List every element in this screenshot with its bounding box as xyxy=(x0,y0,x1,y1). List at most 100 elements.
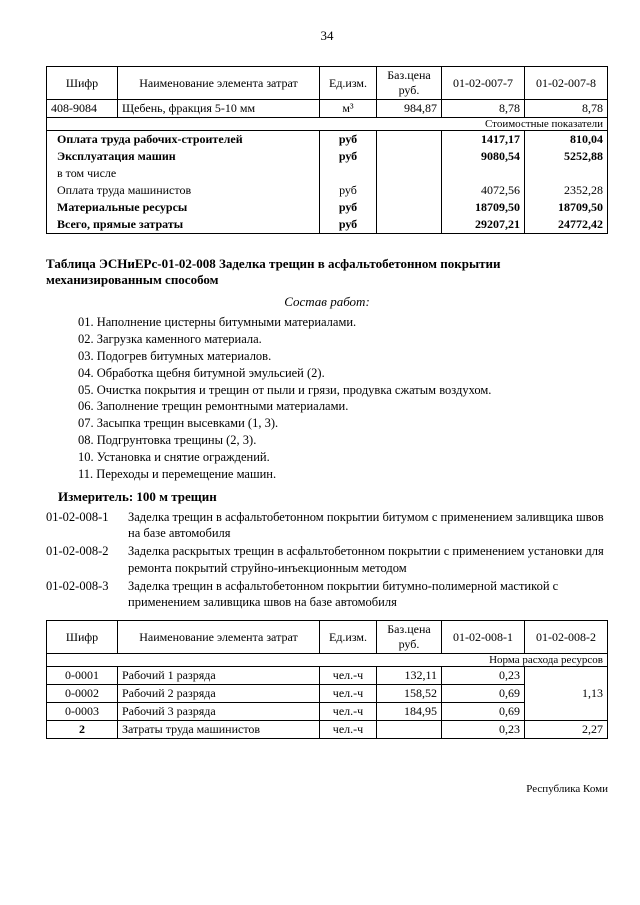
cell: 9080,54 xyxy=(442,148,525,165)
cell: руб xyxy=(320,131,377,149)
item-text: Заделка трещин в асфальтобетонном покрыт… xyxy=(128,578,608,611)
list-item: 01-02-008-2Заделка раскрытых трещин в ас… xyxy=(46,543,608,576)
work-composition-title: Состав работ: xyxy=(46,294,608,310)
cell: Рабочий 2 разряда xyxy=(118,685,320,703)
work-item: 01. Наполнение цистерны битумными матери… xyxy=(78,314,608,331)
cell: 0,69 xyxy=(442,685,525,703)
cell: Материальные ресурсы xyxy=(47,199,320,216)
cell: Всего, прямые затраты xyxy=(47,216,320,234)
table-row: Оплата труда рабочих-строителей руб 1417… xyxy=(47,131,608,149)
work-item: 08. Подгрунтовка трещины (2, 3). xyxy=(78,432,608,449)
t1-h3: Баз.цена руб. xyxy=(377,67,442,100)
cell: чел.-ч xyxy=(320,721,377,739)
table-row: Оплата труда машинистов руб 4072,56 2352… xyxy=(47,182,608,199)
cell: 984,87 xyxy=(377,100,442,118)
t1-h4: 01-02-007-7 xyxy=(442,67,525,100)
cell: 0-0002 xyxy=(47,685,118,703)
item-list: 01-02-008-1Заделка трещин в асфальтобето… xyxy=(46,509,608,611)
cell xyxy=(525,165,608,182)
section-title-line2: механизированным способом xyxy=(46,272,219,287)
item-code: 01-02-008-3 xyxy=(46,578,128,611)
cell: чел.-ч xyxy=(320,667,377,685)
work-item: 10. Установка и снятие ограждений. xyxy=(78,449,608,466)
cell xyxy=(442,165,525,182)
cell: 1417,17 xyxy=(442,131,525,149)
cell: 158,52 xyxy=(377,685,442,703)
cell: 0,23 xyxy=(442,721,525,739)
item-code: 01-02-008-2 xyxy=(46,543,128,576)
list-item: 01-02-008-3Заделка трещин в асфальтобето… xyxy=(46,578,608,611)
cell: Оплата труда машинистов xyxy=(47,182,320,199)
t2-h2: Ед.изм. xyxy=(320,621,377,654)
cell: руб xyxy=(320,148,377,165)
t2-h1: Наименование элемента затрат xyxy=(118,621,320,654)
subheader: Норма расхода ресурсов xyxy=(442,654,608,667)
section-title-line1: Таблица ЭСНиЕРс-01-02-008 Заделка трещин… xyxy=(46,256,501,271)
work-item: 11. Переходы и перемещение машин. xyxy=(78,466,608,483)
cell: 0,69 xyxy=(442,703,525,721)
cell xyxy=(377,148,442,165)
cell: в том числе xyxy=(47,165,320,182)
table-row: Эксплуатация машин руб 9080,54 5252,88 xyxy=(47,148,608,165)
page-number: 34 xyxy=(46,28,608,44)
item-code: 01-02-008-1 xyxy=(46,509,128,542)
t2-h3: Баз.цена руб. xyxy=(377,621,442,654)
cell xyxy=(320,165,377,182)
item-text: Заделка раскрытых трещин в асфальтобетон… xyxy=(128,543,608,576)
measure-label: Измеритель: 100 м трещин xyxy=(46,489,608,505)
table-row: Всего, прямые затраты руб 29207,21 24772… xyxy=(47,216,608,234)
table-subheader-row: Норма расхода ресурсов xyxy=(47,654,608,667)
cell: 29207,21 xyxy=(442,216,525,234)
table-row: 408-9084 Щебень, фракция 5-10 мм м³ 984,… xyxy=(47,100,608,118)
cell: 2,27 xyxy=(525,721,608,739)
cell: Рабочий 1 разряда xyxy=(118,667,320,685)
subheader: Стоимостные показатели xyxy=(442,118,608,131)
cell: чел.-ч xyxy=(320,685,377,703)
cell xyxy=(377,165,442,182)
t1-h1: Наименование элемента затрат xyxy=(118,67,320,100)
cost-table-1: Шифр Наименование элемента затрат Ед.изм… xyxy=(46,66,608,234)
table-subheader-row: Стоимостные показатели xyxy=(47,118,608,131)
cell: Рабочий 3 разряда xyxy=(118,703,320,721)
cell: 1,13 xyxy=(525,667,608,721)
cell: 184,95 xyxy=(377,703,442,721)
cell: 2 xyxy=(47,721,118,739)
table-row: в том числе xyxy=(47,165,608,182)
cell: Затраты труда машинистов xyxy=(118,721,320,739)
t2-h4: 01-02-008-1 xyxy=(442,621,525,654)
work-item: 04. Обработка щебня битумной эмульсией (… xyxy=(78,365,608,382)
table-row: 0-0002 Рабочий 2 разряда чел.-ч 158,52 0… xyxy=(47,685,608,703)
cell: 8,78 xyxy=(525,100,608,118)
table-row: 0-0001 Рабочий 1 разряда чел.-ч 132,11 0… xyxy=(47,667,608,685)
work-item: 05. Очистка покрытия и трещин от пыли и … xyxy=(78,382,608,399)
cell: Щебень, фракция 5-10 мм xyxy=(118,100,320,118)
work-item: 07. Засыпка трещин высевками (1, 3). xyxy=(78,415,608,432)
t1-h5: 01-02-007-8 xyxy=(525,67,608,100)
t2-h0: Шифр xyxy=(47,621,118,654)
work-item: 03. Подогрев битумных материалов. xyxy=(78,348,608,365)
cell: 18709,50 xyxy=(442,199,525,216)
section-title: Таблица ЭСНиЕРс-01-02-008 Заделка трещин… xyxy=(46,256,608,288)
cell: 132,11 xyxy=(377,667,442,685)
work-item: 02. Загрузка каменного материала. xyxy=(78,331,608,348)
cell: руб xyxy=(320,199,377,216)
cell xyxy=(377,721,442,739)
cell: Оплата труда рабочих-строителей xyxy=(47,131,320,149)
cell: м³ xyxy=(320,100,377,118)
cell: 4072,56 xyxy=(442,182,525,199)
item-text: Заделка трещин в асфальтобетонном покрыт… xyxy=(128,509,608,542)
t1-h2: Ед.изм. xyxy=(320,67,377,100)
t1-h0: Шифр xyxy=(47,67,118,100)
cell: руб xyxy=(320,216,377,234)
cell: руб xyxy=(320,182,377,199)
cell: 18709,50 xyxy=(525,199,608,216)
cost-table-2: Шифр Наименование элемента затрат Ед.изм… xyxy=(46,620,608,739)
cell xyxy=(377,182,442,199)
cell: 408-9084 xyxy=(47,100,118,118)
cell: 810,04 xyxy=(525,131,608,149)
footer-text: Республика Коми xyxy=(46,783,608,795)
cell: 5252,88 xyxy=(525,148,608,165)
cell xyxy=(377,199,442,216)
cell: 0,23 xyxy=(442,667,525,685)
cell: 24772,42 xyxy=(525,216,608,234)
